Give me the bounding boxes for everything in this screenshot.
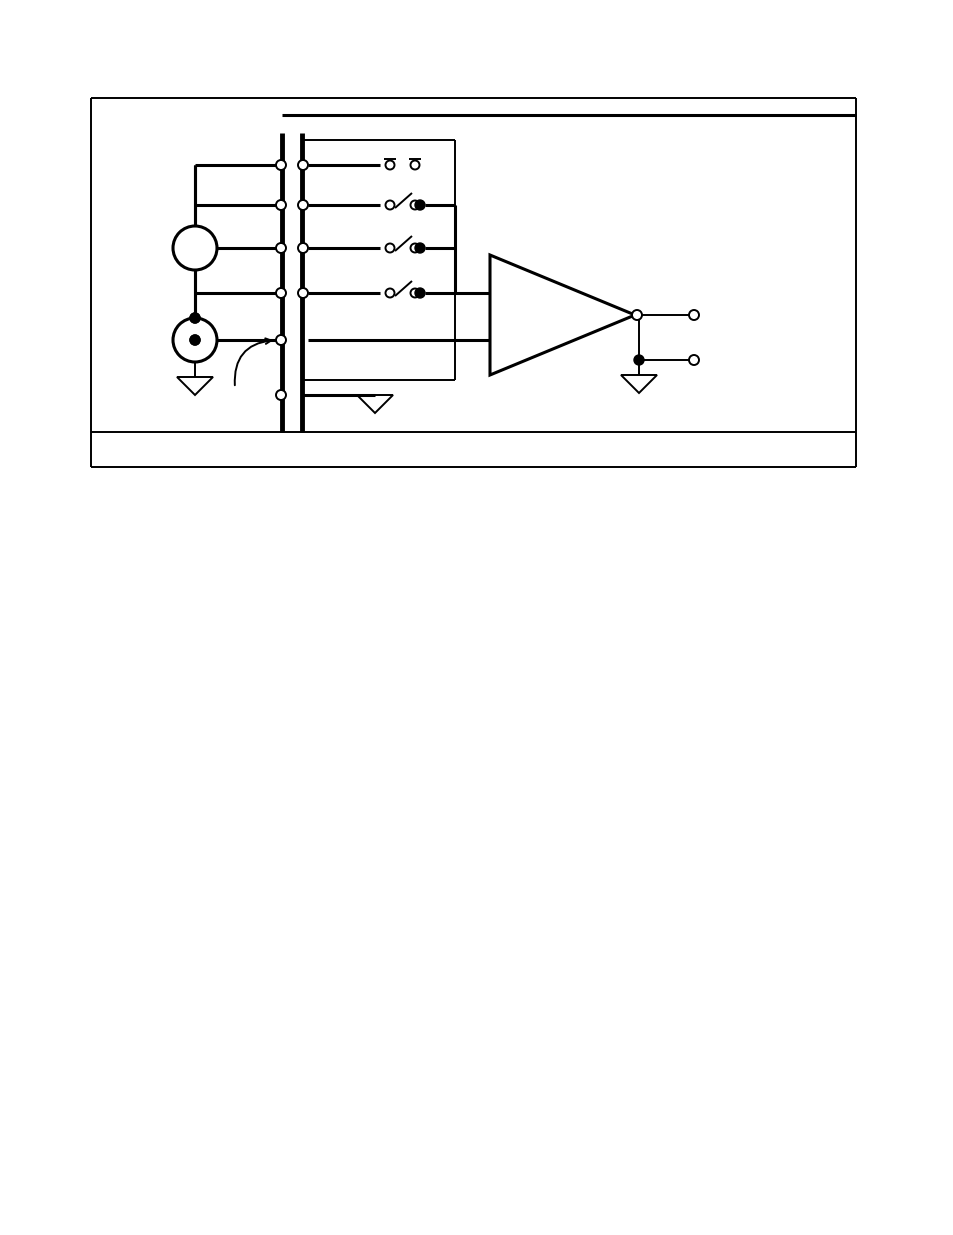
Circle shape [275,161,286,170]
Circle shape [634,354,643,366]
Circle shape [410,161,419,169]
Circle shape [297,200,308,210]
Circle shape [275,390,286,400]
Circle shape [275,243,286,253]
Circle shape [385,289,395,298]
Circle shape [190,312,200,324]
Polygon shape [490,254,635,375]
Circle shape [385,200,395,210]
Circle shape [385,161,395,169]
Circle shape [297,288,308,298]
Circle shape [190,335,200,345]
Circle shape [410,289,419,298]
Circle shape [172,317,216,362]
Circle shape [410,200,419,210]
Circle shape [688,354,699,366]
Circle shape [415,200,424,210]
Circle shape [190,312,200,324]
Circle shape [385,243,395,252]
Circle shape [275,200,286,210]
Circle shape [297,243,308,253]
Circle shape [275,288,286,298]
Circle shape [190,335,200,345]
Circle shape [688,310,699,320]
Circle shape [275,335,286,345]
Circle shape [410,243,419,252]
Circle shape [415,288,424,298]
Circle shape [631,310,641,320]
Circle shape [172,226,216,270]
Circle shape [415,243,424,253]
Circle shape [297,161,308,170]
